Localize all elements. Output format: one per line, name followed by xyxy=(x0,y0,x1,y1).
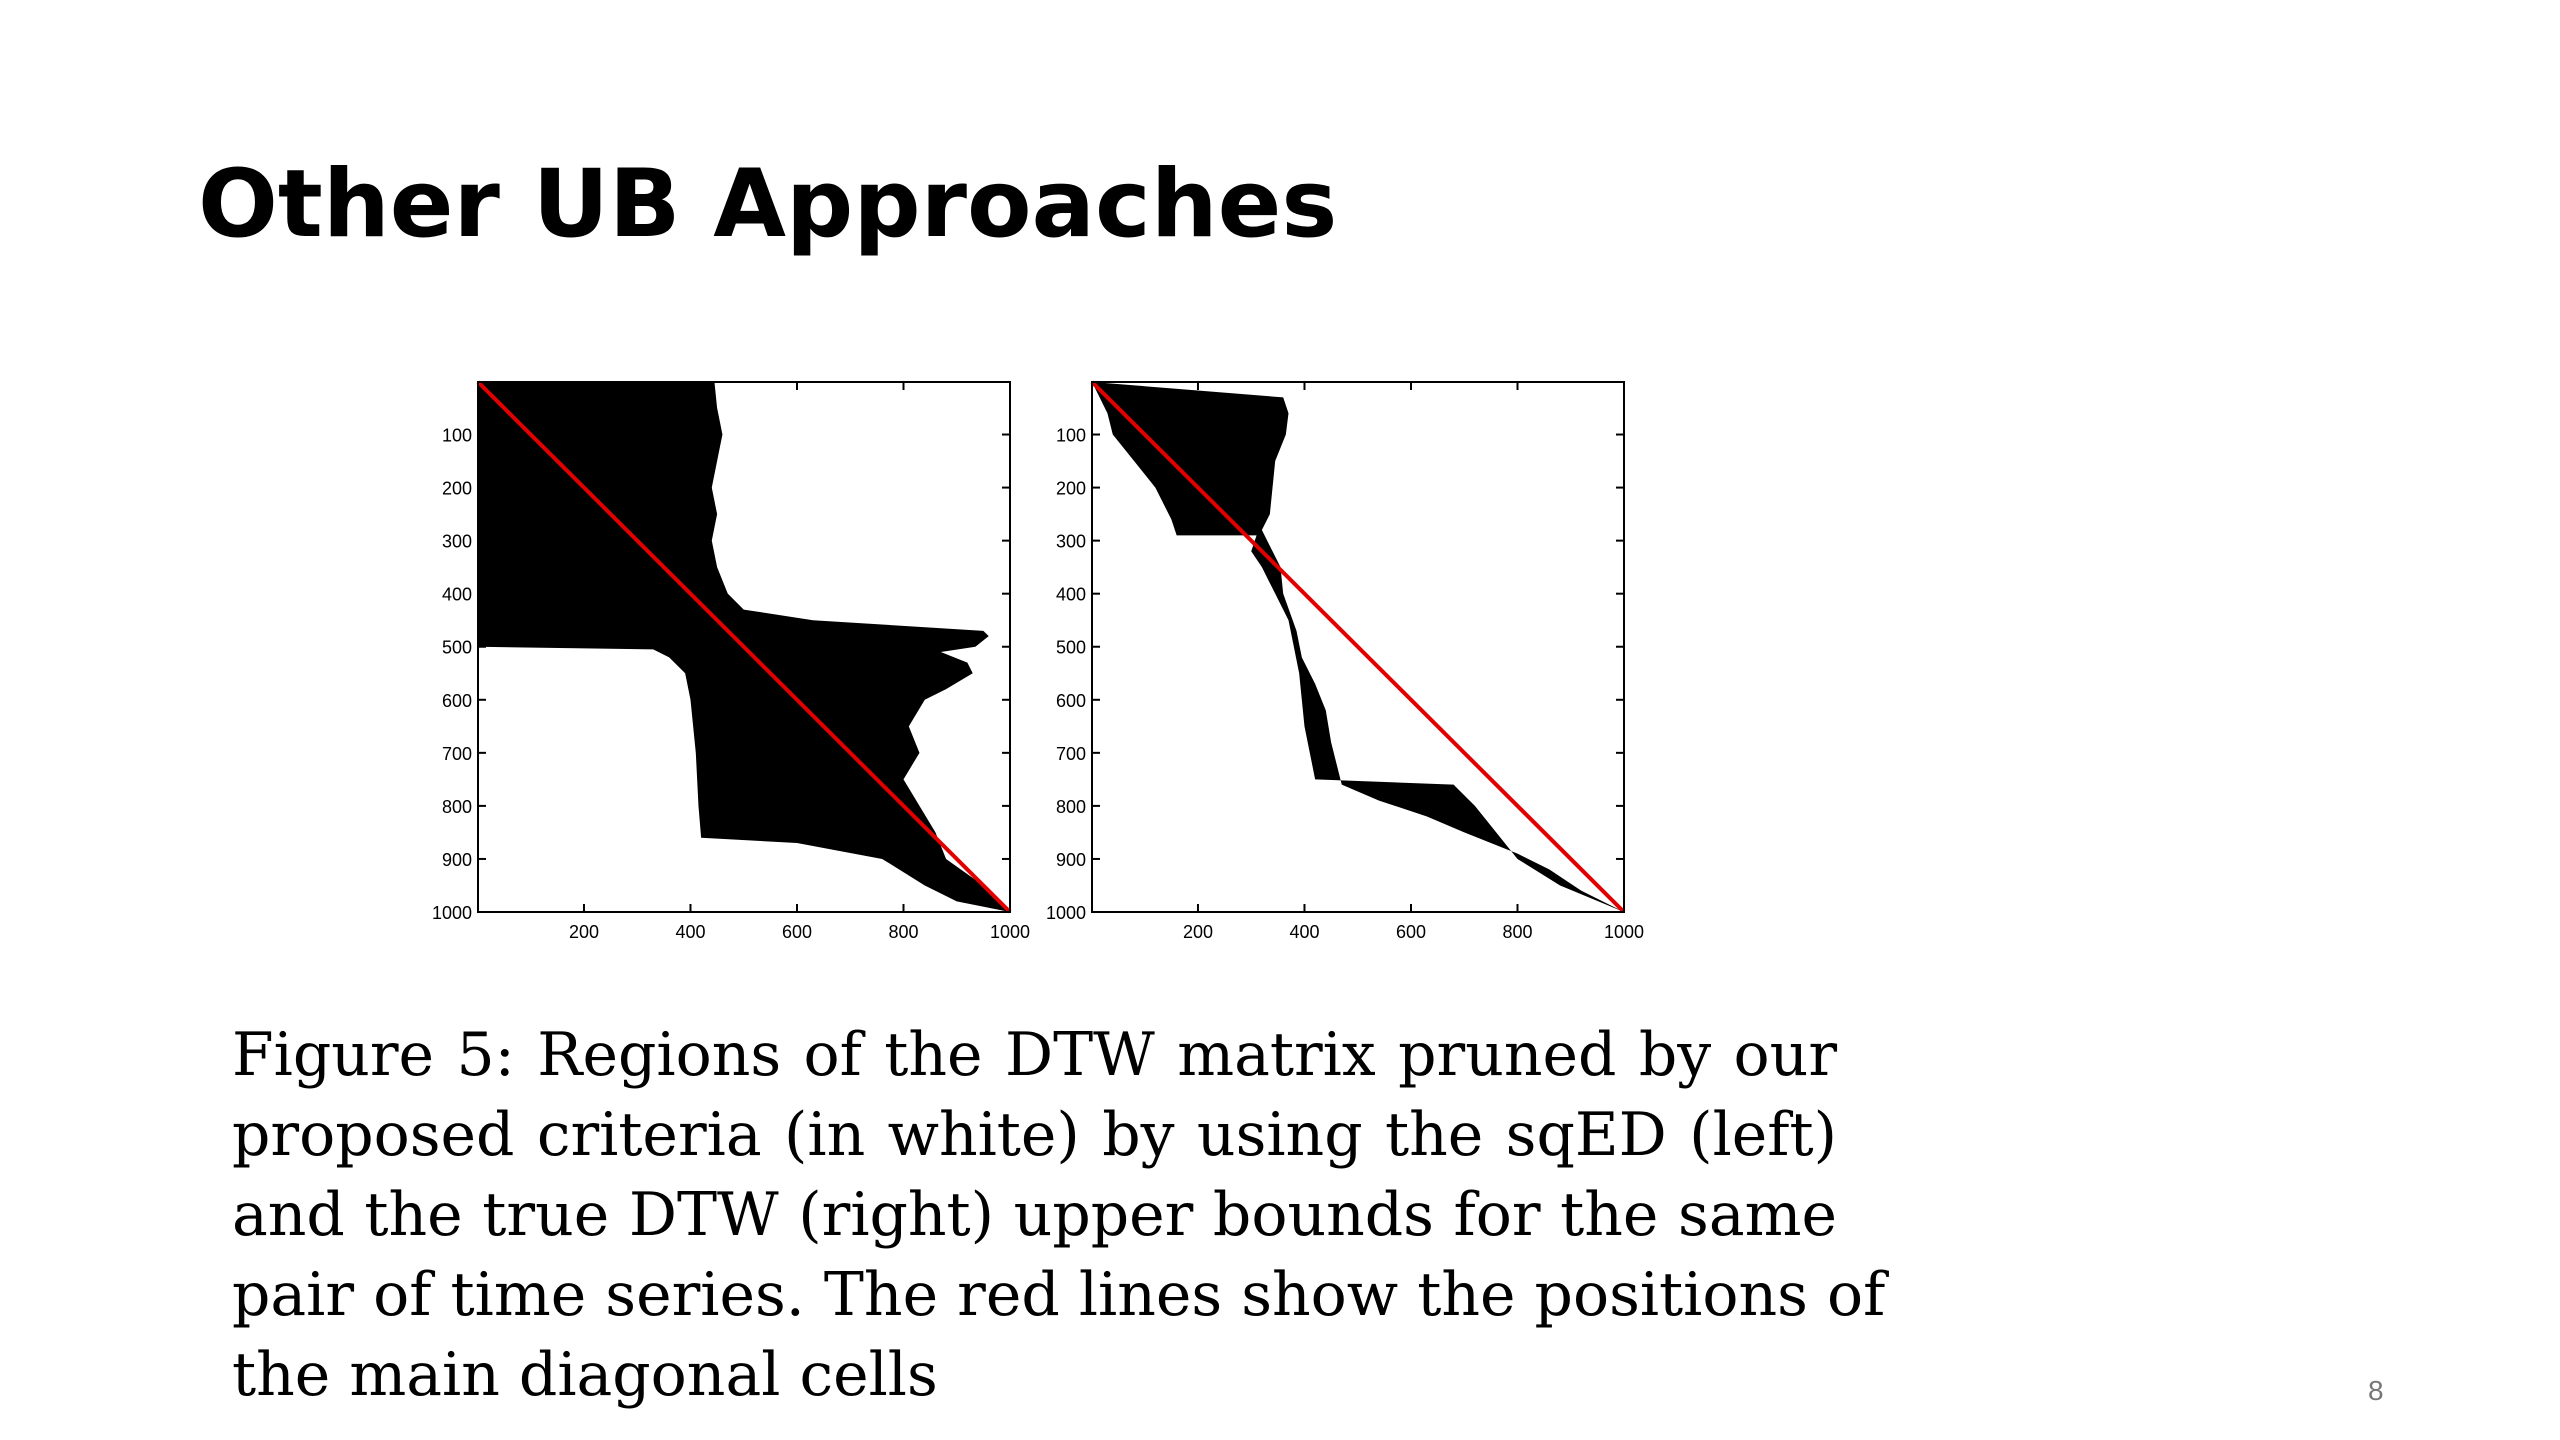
y-tick-label-left-200: 200 xyxy=(442,479,472,499)
x-tick-label-left-1000: 1000 xyxy=(990,922,1030,942)
page-number: 8 xyxy=(2368,1375,2384,1406)
caption-line-4: pair of time series. The red lines show … xyxy=(232,1260,1886,1330)
y-tick-label-right-700: 700 xyxy=(1056,744,1086,764)
y-tick-label-left-700: 700 xyxy=(442,744,472,764)
y-tick-label-right-800: 800 xyxy=(1056,797,1086,817)
y-tick-label-right-200: 200 xyxy=(1056,479,1086,499)
y-tick-label-left-100: 100 xyxy=(442,426,472,446)
y-tick-label-left-300: 300 xyxy=(442,532,472,552)
y-tick-label-right-500: 500 xyxy=(1056,638,1086,658)
x-tick-label-right-400: 400 xyxy=(1289,922,1319,942)
slide-title: Other UB Approaches xyxy=(198,150,1338,259)
x-tick-label-right-1000: 1000 xyxy=(1604,922,1644,942)
caption-line-1: Figure 5: Regions of the DTW matrix prun… xyxy=(232,1020,1837,1090)
y-tick-label-left-1000: 1000 xyxy=(432,903,472,923)
x-tick-label-left-600: 600 xyxy=(782,922,812,942)
dtw-pruning-figure: 100 200 300 400 500 600 700 800 900 1000 200 400 600… xyxy=(432,380,1644,942)
x-tick-label-right-200: 200 xyxy=(1183,922,1213,942)
x-tick-label-left-400: 400 xyxy=(675,922,705,942)
y-tick-label-left-900: 900 xyxy=(442,850,472,870)
y-tick-label-right-100: 100 xyxy=(1056,426,1086,446)
y-tick-label-right-900: 900 xyxy=(1056,850,1086,870)
x-tick-label-right-600: 600 xyxy=(1396,922,1426,942)
panel-right: 100 200 300 400 500 600 700 800 900 1000 200 400 600… xyxy=(1046,380,1644,942)
y-tick-label-left-500: 500 xyxy=(442,638,472,658)
caption-line-3: and the true DTW (right) upper bounds fo… xyxy=(232,1180,1837,1250)
caption-line-2: proposed criteria (in white) by using th… xyxy=(232,1100,1837,1170)
y-tick-label-right-600: 600 xyxy=(1056,691,1086,711)
x-tick-label-right-800: 800 xyxy=(1502,922,1532,942)
figure: 100 200 300 400 500 600 700 800 900 1000 200 400 600… xyxy=(400,360,1700,960)
x-tick-label-left-800: 800 xyxy=(888,922,918,942)
x-tick-label-left-200: 200 xyxy=(569,922,599,942)
main-diagonal-line-left xyxy=(476,380,1012,914)
caption-line-5: the main diagonal cells xyxy=(232,1340,938,1410)
y-tick-label-left-800: 800 xyxy=(442,797,472,817)
main-diagonal-line-right xyxy=(1090,380,1626,914)
y-tick-label-left-600: 600 xyxy=(442,691,472,711)
y-tick-label-right-300: 300 xyxy=(1056,532,1086,552)
panel-left: 100 200 300 400 500 600 700 800 900 1000 200 400 600… xyxy=(432,380,1030,942)
y-tick-label-right-400: 400 xyxy=(1056,585,1086,605)
y-tick-label-left-400: 400 xyxy=(442,585,472,605)
figure-caption: Figure 5: Regions of the DTW matrix prun… xyxy=(232,1015,1886,1415)
y-tick-label-right-1000: 1000 xyxy=(1046,903,1086,923)
